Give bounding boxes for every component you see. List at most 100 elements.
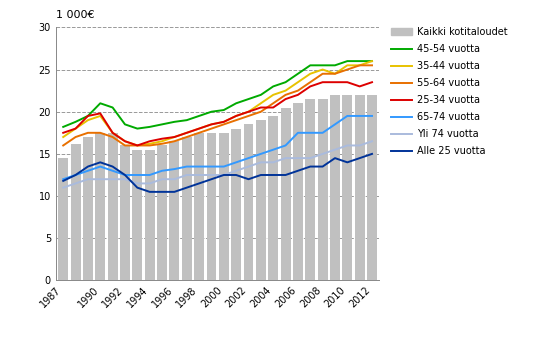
Alle 25 vuotta	[122, 173, 128, 177]
Alle 25 vuotta	[357, 156, 363, 160]
65-74 vuotta	[109, 169, 116, 173]
Yli 74 vuotta	[344, 143, 350, 147]
65-74 vuotta	[357, 114, 363, 118]
Alle 25 vuotta	[72, 173, 79, 177]
25-34 vuotta	[196, 127, 203, 131]
25-34 vuotta	[146, 139, 153, 143]
35-44 vuotta	[72, 127, 79, 131]
Alle 25 vuotta	[97, 160, 104, 165]
45-54 vuotta	[245, 97, 252, 101]
65-74 vuotta	[220, 165, 227, 169]
65-74 vuotta	[184, 165, 190, 169]
25-34 vuotta	[319, 80, 326, 84]
Bar	[206, 133, 217, 280]
25-34 vuotta	[307, 84, 314, 89]
Bar	[367, 95, 377, 280]
45-54 vuotta	[344, 59, 350, 63]
25-34 vuotta	[257, 105, 264, 109]
Bar	[194, 133, 204, 280]
Line: Yli 74 vuotta: Yli 74 vuotta	[63, 141, 372, 188]
Bar	[58, 158, 68, 280]
35-44 vuotta	[245, 110, 252, 114]
55-64 vuotta	[257, 110, 264, 114]
Bar	[243, 124, 253, 280]
Alle 25 vuotta	[233, 173, 239, 177]
55-64 vuotta	[85, 131, 92, 135]
55-64 vuotta	[122, 143, 128, 147]
Yli 74 vuotta	[208, 173, 215, 177]
Yli 74 vuotta	[171, 177, 178, 181]
Alle 25 vuotta	[307, 165, 314, 169]
35-44 vuotta	[307, 72, 314, 76]
45-54 vuotta	[134, 127, 141, 131]
Alle 25 vuotta	[208, 177, 215, 181]
35-44 vuotta	[220, 120, 227, 124]
45-54 vuotta	[357, 59, 363, 63]
25-34 vuotta	[357, 84, 363, 89]
55-64 vuotta	[208, 127, 215, 131]
55-64 vuotta	[331, 72, 338, 76]
Alle 25 vuotta	[369, 152, 376, 156]
65-74 vuotta	[319, 131, 326, 135]
65-74 vuotta	[295, 131, 301, 135]
45-54 vuotta	[331, 63, 338, 67]
25-34 vuotta	[270, 105, 277, 109]
Yli 74 vuotta	[245, 165, 252, 169]
Bar	[256, 120, 266, 280]
55-64 vuotta	[134, 143, 141, 147]
35-44 vuotta	[60, 135, 66, 139]
65-74 vuotta	[307, 131, 314, 135]
55-64 vuotta	[60, 143, 66, 147]
Yli 74 vuotta	[357, 143, 363, 147]
55-64 vuotta	[97, 131, 104, 135]
35-44 vuotta	[357, 63, 363, 67]
35-44 vuotta	[282, 89, 289, 93]
35-44 vuotta	[369, 59, 376, 63]
55-64 vuotta	[295, 89, 301, 93]
Alle 25 vuotta	[282, 173, 289, 177]
45-54 vuotta	[270, 84, 277, 89]
45-54 vuotta	[85, 114, 92, 118]
35-44 vuotta	[319, 67, 326, 71]
Yli 74 vuotta	[369, 139, 376, 143]
Bar	[231, 129, 241, 280]
35-44 vuotta	[158, 139, 165, 143]
25-34 vuotta	[233, 114, 239, 118]
Bar	[318, 99, 328, 280]
Alle 25 vuotta	[60, 179, 66, 183]
Bar	[219, 133, 229, 280]
25-34 vuotta	[220, 120, 227, 124]
25-34 vuotta	[282, 97, 289, 101]
65-74 vuotta	[146, 173, 153, 177]
65-74 vuotta	[171, 167, 178, 171]
45-54 vuotta	[319, 63, 326, 67]
55-64 vuotta	[109, 135, 116, 139]
Alle 25 vuotta	[158, 190, 165, 194]
Alle 25 vuotta	[295, 169, 301, 173]
Yli 74 vuotta	[146, 181, 153, 185]
25-34 vuotta	[97, 111, 104, 116]
Yli 74 vuotta	[97, 177, 104, 181]
35-44 vuotta	[295, 80, 301, 84]
Yli 74 vuotta	[184, 173, 190, 177]
55-64 vuotta	[245, 114, 252, 118]
Bar	[132, 150, 142, 280]
Yli 74 vuotta	[270, 160, 277, 165]
55-64 vuotta	[357, 63, 363, 67]
45-54 vuotta	[72, 120, 79, 124]
55-64 vuotta	[158, 142, 165, 146]
Yli 74 vuotta	[257, 160, 264, 165]
35-44 vuotta	[208, 122, 215, 127]
Bar	[293, 103, 303, 280]
65-74 vuotta	[233, 160, 239, 165]
25-34 vuotta	[344, 80, 350, 84]
55-64 vuotta	[171, 139, 178, 143]
Alle 25 vuotta	[146, 190, 153, 194]
45-54 vuotta	[295, 72, 301, 76]
45-54 vuotta	[233, 101, 239, 105]
Bar	[95, 133, 105, 280]
45-54 vuotta	[282, 80, 289, 84]
35-44 vuotta	[85, 118, 92, 122]
65-74 vuotta	[282, 143, 289, 147]
55-64 vuotta	[72, 135, 79, 139]
